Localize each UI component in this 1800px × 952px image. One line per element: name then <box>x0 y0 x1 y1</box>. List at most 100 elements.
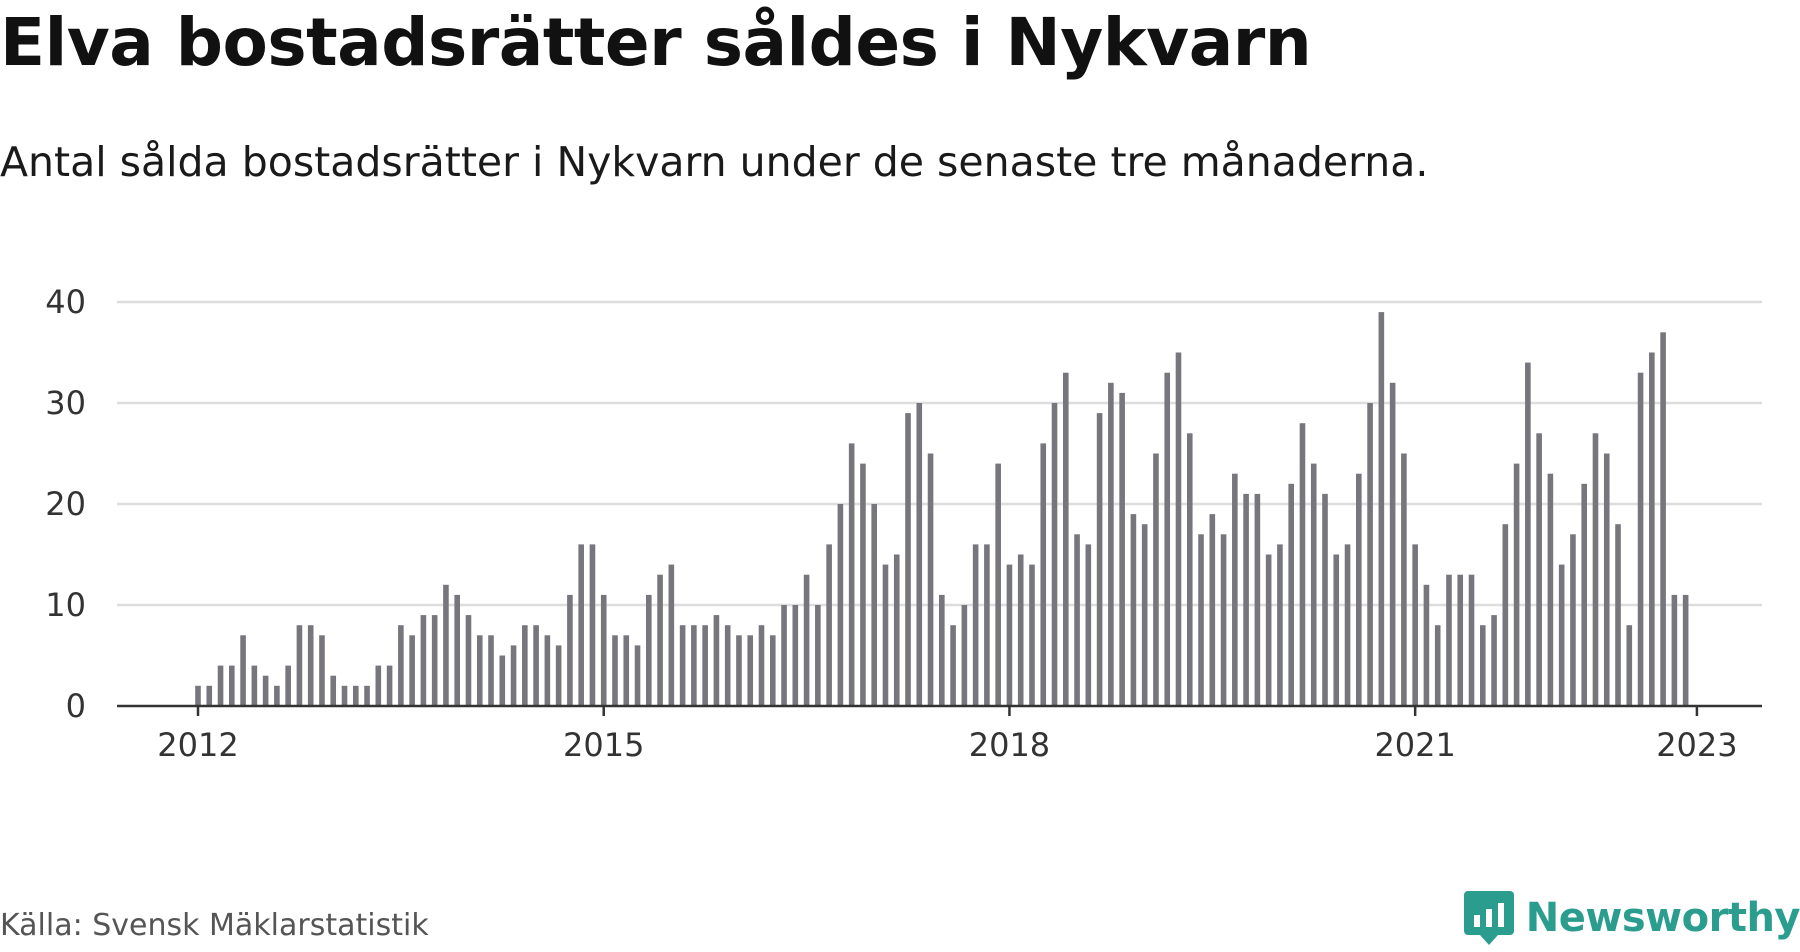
bar <box>657 574 663 706</box>
bar <box>1074 534 1080 706</box>
bar <box>1344 544 1351 706</box>
bar <box>646 594 652 706</box>
y-tick-label: 20 <box>45 485 86 523</box>
source-note: Källa: Svensk Mäklarstatistik <box>0 908 429 943</box>
bar <box>1671 594 1678 706</box>
bar <box>533 625 539 706</box>
bar <box>927 453 934 706</box>
bar <box>454 594 461 706</box>
bar <box>510 645 517 706</box>
newsworthy-chart-icon <box>1463 891 1514 945</box>
bar <box>1288 483 1294 706</box>
brand-logo: Newsworthy <box>1463 890 1800 946</box>
bar <box>1220 534 1227 706</box>
bar <box>307 625 314 706</box>
y-tick-label: 0 <box>66 687 86 725</box>
bar <box>1468 574 1475 706</box>
bar <box>758 625 765 706</box>
bar <box>1164 372 1171 706</box>
bar <box>1502 524 1509 706</box>
bar <box>916 403 923 706</box>
y-tick-label: 30 <box>45 384 86 422</box>
bar <box>1175 352 1182 706</box>
bar <box>1401 453 1407 706</box>
brand-name: Newsworthy <box>1525 895 1800 941</box>
bar <box>431 615 438 706</box>
bar <box>1299 423 1306 706</box>
bar <box>781 605 787 706</box>
bar <box>443 584 449 706</box>
x-tick-label: 2015 <box>563 726 644 764</box>
bar <box>555 645 562 706</box>
bar <box>341 685 348 706</box>
bar <box>860 463 866 706</box>
bar <box>882 564 889 706</box>
bar <box>1141 524 1148 706</box>
bar <box>1491 615 1497 706</box>
bar <box>375 665 382 706</box>
bar <box>1389 382 1396 706</box>
bar <box>893 554 900 706</box>
x-tick-label: 2018 <box>969 726 1050 764</box>
bar <box>1186 433 1193 706</box>
bar <box>747 635 754 706</box>
bar <box>1457 574 1464 706</box>
bar <box>1581 483 1588 706</box>
bar <box>1029 564 1035 706</box>
bar <box>1051 403 1058 706</box>
bar <box>1209 514 1216 706</box>
bar <box>1479 625 1486 706</box>
bar <box>634 645 641 706</box>
bar <box>1322 493 1328 706</box>
bar <box>195 685 201 706</box>
bar <box>420 615 427 706</box>
bar <box>736 635 742 706</box>
bar <box>386 665 393 706</box>
bar <box>1243 493 1249 706</box>
bar <box>1378 312 1385 706</box>
bar <box>1592 433 1599 706</box>
bar <box>724 625 731 706</box>
bar <box>488 635 494 706</box>
highlight-data-label: 11 <box>1677 0 1718 8</box>
chart-title: Elva bostadsrätter såldes i Nykvarn <box>0 4 1312 81</box>
bar <box>285 665 291 706</box>
x-tick-label: 2012 <box>157 726 238 764</box>
axes <box>117 704 1762 716</box>
chart-subtitle: Antal sålda bostadsrätter i Nykvarn unde… <box>0 138 1429 186</box>
bar <box>1062 372 1069 706</box>
bar <box>1254 493 1261 706</box>
bar <box>319 635 325 706</box>
bar <box>206 685 213 706</box>
bar <box>589 544 596 706</box>
bar <box>1637 372 1644 706</box>
bar <box>1085 544 1092 706</box>
bar <box>1412 544 1418 706</box>
bar <box>251 665 258 706</box>
bar <box>984 544 990 706</box>
bar <box>1277 544 1283 706</box>
bar <box>1356 473 1362 706</box>
bar <box>939 594 945 706</box>
bar <box>229 665 235 706</box>
bar <box>769 635 776 706</box>
bar <box>826 544 832 706</box>
bar <box>476 635 483 706</box>
bar <box>1040 443 1047 706</box>
bar <box>578 544 584 706</box>
bar <box>499 655 506 706</box>
x-tick-label: 2021 <box>1374 726 1455 764</box>
bar <box>691 625 697 706</box>
x-tick-label: 2023 <box>1656 726 1737 764</box>
bar <box>296 625 303 706</box>
labels: 0 10 20 30 40 2012 2015 2018 2021 2023 11 <box>45 0 1737 764</box>
bar <box>803 574 810 706</box>
bar <box>1119 392 1125 706</box>
bar <box>600 594 607 706</box>
bar <box>1649 352 1655 706</box>
bar <box>713 615 720 706</box>
bar <box>1096 413 1103 706</box>
bar <box>612 635 618 706</box>
bar <box>702 625 708 706</box>
